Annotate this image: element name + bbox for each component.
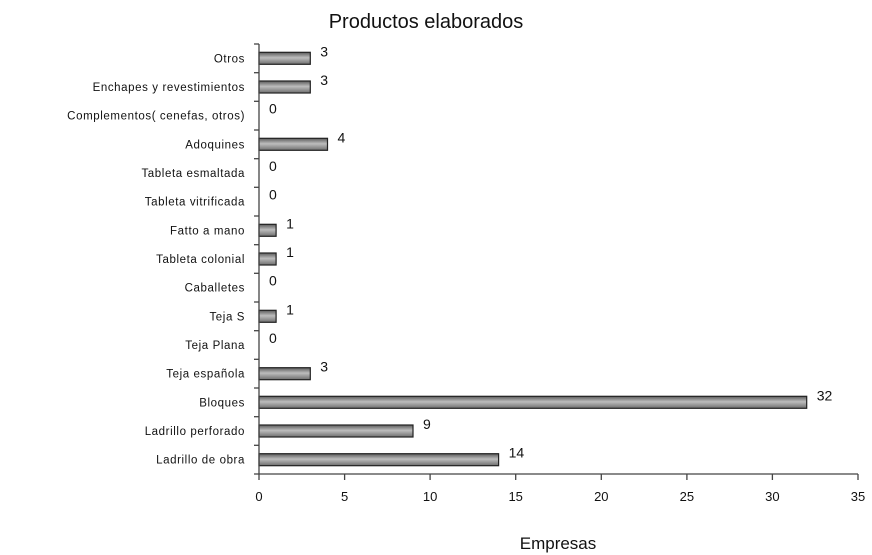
data-label: 3 [320, 359, 328, 375]
category-label: Teja española [166, 369, 245, 381]
x-tick-label: 35 [851, 489, 865, 504]
category-labels: Otros Enchapes y revestimientos Complement… [67, 53, 245, 467]
bar [258, 309, 277, 323]
category-label: Otros [214, 53, 245, 65]
category-label: Fatto a mano [170, 225, 245, 237]
data-label: 0 [269, 330, 277, 346]
bar [258, 367, 311, 381]
x-tick-label: 10 [423, 489, 437, 504]
category-label: Ladrillo perforado [145, 426, 245, 438]
chart-title: Productos elaborados [329, 11, 524, 33]
category-label: Complementos( cenefas, otros) [67, 111, 245, 123]
x-tick-label: 0 [255, 489, 262, 504]
data-label: 14 [509, 445, 525, 461]
bar [258, 223, 277, 237]
category-label: Teja Plana [185, 340, 245, 352]
data-label: 0 [269, 101, 277, 117]
x-tick-label: 25 [680, 489, 694, 504]
category-label: Teja S [209, 311, 245, 323]
bar [258, 395, 808, 409]
data-label: 1 [286, 244, 294, 260]
x-axis-title: Empresas [520, 534, 597, 553]
category-label: Tableta esmaltada [141, 168, 245, 180]
x-tick-label: 5 [341, 489, 348, 504]
bar [258, 453, 500, 467]
x-tick-label: 30 [765, 489, 779, 504]
category-label: Caballetes [185, 283, 245, 295]
data-label: 0 [269, 158, 277, 174]
data-label: 1 [286, 215, 294, 231]
x-tick-label: 15 [508, 489, 522, 504]
category-label: Tableta vitrificada [145, 197, 245, 209]
data-label: 3 [320, 72, 328, 88]
category-label: Adoquines [185, 139, 245, 151]
data-label: 0 [269, 273, 277, 289]
bar [258, 80, 311, 94]
data-label: 32 [817, 387, 833, 403]
bar [258, 51, 311, 65]
bar [258, 252, 277, 266]
data-label: 3 [320, 43, 328, 59]
x-tick-label: 20 [594, 489, 608, 504]
bar [258, 137, 329, 151]
data-label: 9 [423, 416, 431, 432]
bar [258, 424, 414, 438]
category-label: Bloques [199, 397, 245, 409]
category-label: Enchapes y revestimientos [93, 82, 245, 94]
data-label: 0 [269, 187, 277, 203]
category-label: Tableta colonial [156, 254, 245, 266]
x-axis-ticks: 0 5 10 15 20 25 30 35 [254, 43, 865, 504]
data-label: 1 [286, 301, 294, 317]
data-label: 4 [338, 129, 346, 145]
bars-layer [258, 51, 808, 467]
category-label: Ladrillo de obra [156, 455, 245, 467]
